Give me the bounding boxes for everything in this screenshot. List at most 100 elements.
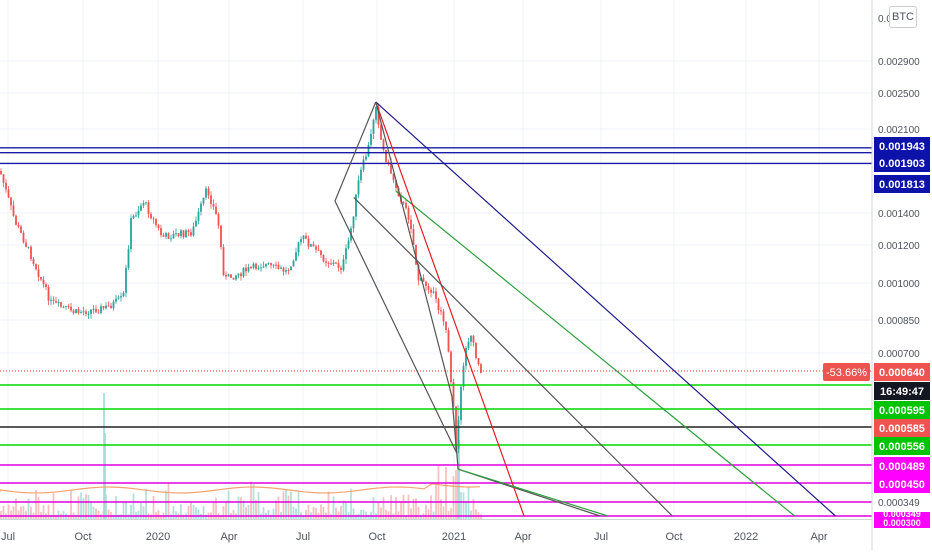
trend-line[interactable] [457, 468, 609, 517]
volume-bar [220, 514, 222, 519]
volume-bar [350, 488, 352, 519]
candle-body [365, 156, 367, 160]
x-tick-label: Jul [594, 531, 608, 543]
volume-bar [395, 497, 397, 519]
candle-body [95, 308, 97, 313]
trend-line[interactable] [334, 101, 377, 202]
candle-body [412, 229, 415, 245]
candle-body [12, 205, 15, 216]
volume-bar [315, 507, 317, 519]
candle-body [300, 239, 302, 243]
candle-body [252, 263, 255, 268]
currency-badge[interactable]: BTC [889, 6, 917, 28]
volume-bar [10, 510, 12, 519]
volume-layer [0, 393, 482, 519]
volume-bar [215, 497, 217, 519]
x-tick-label: Apr [514, 531, 531, 543]
volume-bar [187, 505, 190, 519]
volume-bar [380, 507, 382, 519]
volume-bar [160, 514, 162, 519]
candle-body [285, 270, 287, 272]
candle-body [37, 269, 40, 277]
volume-bar [430, 495, 432, 519]
candle-body [437, 299, 440, 311]
volume-bar [407, 494, 410, 519]
candle-body [475, 342, 477, 359]
volume-bar [192, 504, 195, 519]
volume-bar [17, 510, 20, 519]
candle-body [205, 188, 207, 198]
candle-body [100, 306, 102, 313]
candle-body [17, 224, 20, 227]
candle-body [435, 291, 437, 300]
candle-body [152, 218, 155, 220]
volume-bar [195, 507, 197, 519]
price-label: 16:49:47 [880, 386, 924, 398]
candle-body [417, 264, 420, 281]
candle-body [220, 225, 222, 248]
candle-body [215, 206, 217, 214]
candle-body [357, 180, 360, 195]
volume-bar [87, 494, 90, 519]
candle-body [225, 275, 227, 277]
trend-line[interactable] [395, 190, 796, 517]
price-label: -53.66% [826, 367, 867, 379]
volume-bar [282, 491, 285, 519]
volume-bar [50, 514, 52, 519]
trend-line[interactable] [451, 396, 459, 470]
candle-body [200, 203, 202, 212]
candle-body [185, 230, 187, 238]
price-label: 0.000300 [883, 518, 921, 528]
candle-body [295, 252, 297, 261]
volume-bar [115, 496, 117, 519]
candle-body [430, 289, 432, 293]
volume-bar [470, 510, 472, 519]
volume-bar [82, 498, 85, 519]
candle-body [250, 267, 252, 269]
volume-bar [342, 500, 345, 519]
price-label: 0.000585 [879, 423, 925, 435]
candle-body [27, 246, 30, 248]
trend-line[interactable] [353, 196, 673, 517]
volume-bar [262, 507, 265, 519]
volume-bar [460, 492, 462, 519]
candle-body [210, 195, 212, 205]
candle-body [57, 301, 60, 303]
volume-bar [25, 511, 27, 519]
volume-bar [322, 506, 325, 519]
candle-body [372, 119, 375, 135]
candle-body [267, 263, 270, 265]
candle-body [45, 284, 47, 287]
price-label-bg [874, 175, 930, 193]
candle-body [402, 202, 405, 204]
volume-bar [290, 491, 292, 519]
volume-bar [2, 505, 5, 519]
trend-line[interactable] [334, 200, 458, 454]
candle-body [362, 159, 365, 170]
volume-bar [277, 496, 280, 519]
price-label-bg [874, 419, 930, 437]
candle-body [90, 309, 92, 314]
volume-bar [165, 490, 167, 519]
candle-body [235, 275, 237, 280]
candle-body [7, 189, 10, 198]
trend-line[interactable] [375, 101, 453, 397]
candle-body [187, 230, 190, 233]
volume-bar [437, 465, 440, 519]
candle-body [77, 309, 80, 313]
trend-line[interactable] [375, 101, 525, 517]
volume-bar [20, 506, 22, 519]
candle-body [447, 329, 450, 352]
volume-bar [417, 506, 420, 519]
trend-line[interactable] [375, 101, 836, 517]
candle-body [405, 202, 407, 209]
volume-bar [458, 440, 460, 519]
volume-bar [450, 508, 452, 519]
candle-body [42, 279, 45, 285]
volume-bar [104, 433, 106, 519]
volume-bar [402, 494, 405, 519]
price-label-bg [874, 457, 930, 475]
price-label: 0.001903 [879, 158, 925, 170]
candle-body [145, 202, 147, 204]
